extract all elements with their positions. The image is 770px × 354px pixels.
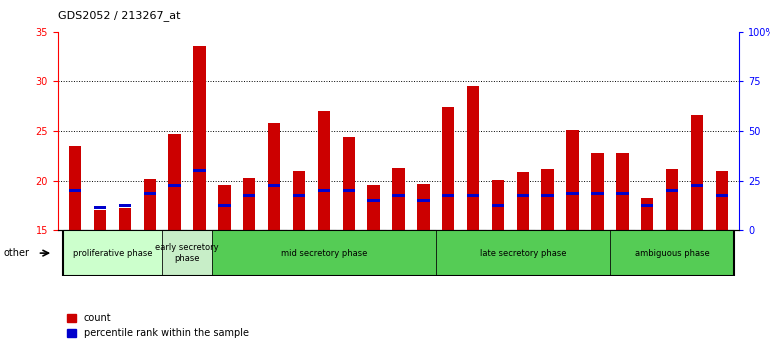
Bar bbox=[212, 230, 436, 276]
Bar bbox=[218, 184, 230, 230]
Bar bbox=[691, 184, 703, 187]
Bar bbox=[392, 194, 405, 197]
Bar bbox=[591, 153, 604, 230]
Bar bbox=[318, 111, 330, 230]
Bar bbox=[567, 192, 579, 195]
Bar bbox=[193, 46, 206, 230]
Bar bbox=[293, 194, 305, 197]
Bar bbox=[69, 146, 82, 230]
Text: mid secretory phase: mid secretory phase bbox=[281, 249, 367, 258]
Bar bbox=[318, 189, 330, 192]
Bar bbox=[541, 169, 554, 230]
Bar bbox=[143, 178, 156, 230]
Bar bbox=[666, 169, 678, 230]
Bar bbox=[119, 204, 131, 207]
Bar bbox=[616, 153, 628, 230]
Text: GDS2052 / 213267_at: GDS2052 / 213267_at bbox=[58, 10, 180, 21]
Bar bbox=[492, 179, 504, 230]
Bar bbox=[691, 115, 703, 230]
Bar bbox=[218, 204, 230, 207]
Bar bbox=[666, 189, 678, 192]
Bar bbox=[367, 185, 380, 230]
Text: ambiguous phase: ambiguous phase bbox=[634, 249, 709, 258]
Bar bbox=[343, 189, 355, 192]
Bar bbox=[268, 184, 280, 187]
Bar bbox=[243, 178, 256, 230]
Legend: count, percentile rank within the sample: count, percentile rank within the sample bbox=[62, 309, 253, 342]
Bar bbox=[119, 208, 131, 230]
Bar bbox=[442, 194, 454, 197]
Bar bbox=[243, 194, 256, 197]
Text: late secretory phase: late secretory phase bbox=[480, 249, 566, 258]
Bar bbox=[62, 230, 162, 276]
Bar bbox=[293, 171, 305, 230]
Bar bbox=[517, 194, 529, 197]
Bar bbox=[541, 194, 554, 197]
Bar bbox=[417, 199, 430, 202]
Bar bbox=[442, 107, 454, 230]
Text: other: other bbox=[4, 248, 30, 258]
Bar bbox=[467, 194, 479, 197]
Bar bbox=[641, 198, 654, 230]
Bar bbox=[367, 199, 380, 202]
Bar bbox=[417, 183, 430, 230]
Text: proliferative phase: proliferative phase bbox=[72, 249, 152, 258]
Bar bbox=[169, 184, 181, 187]
Bar bbox=[715, 171, 728, 230]
Bar bbox=[641, 204, 654, 207]
Bar bbox=[392, 168, 405, 230]
Bar bbox=[143, 192, 156, 195]
Bar bbox=[616, 192, 628, 195]
Bar bbox=[492, 204, 504, 207]
Bar bbox=[193, 169, 206, 172]
Bar bbox=[94, 210, 106, 230]
Bar bbox=[436, 230, 610, 276]
Bar bbox=[162, 230, 212, 276]
Text: early secretory
phase: early secretory phase bbox=[156, 244, 219, 263]
Bar bbox=[517, 172, 529, 230]
Bar bbox=[591, 192, 604, 195]
Bar bbox=[69, 189, 82, 192]
Bar bbox=[94, 206, 106, 209]
Bar bbox=[567, 130, 579, 230]
Bar bbox=[268, 123, 280, 230]
Bar bbox=[715, 194, 728, 197]
Bar bbox=[610, 230, 735, 276]
Bar bbox=[467, 86, 479, 230]
Bar bbox=[343, 137, 355, 230]
Bar bbox=[169, 134, 181, 230]
